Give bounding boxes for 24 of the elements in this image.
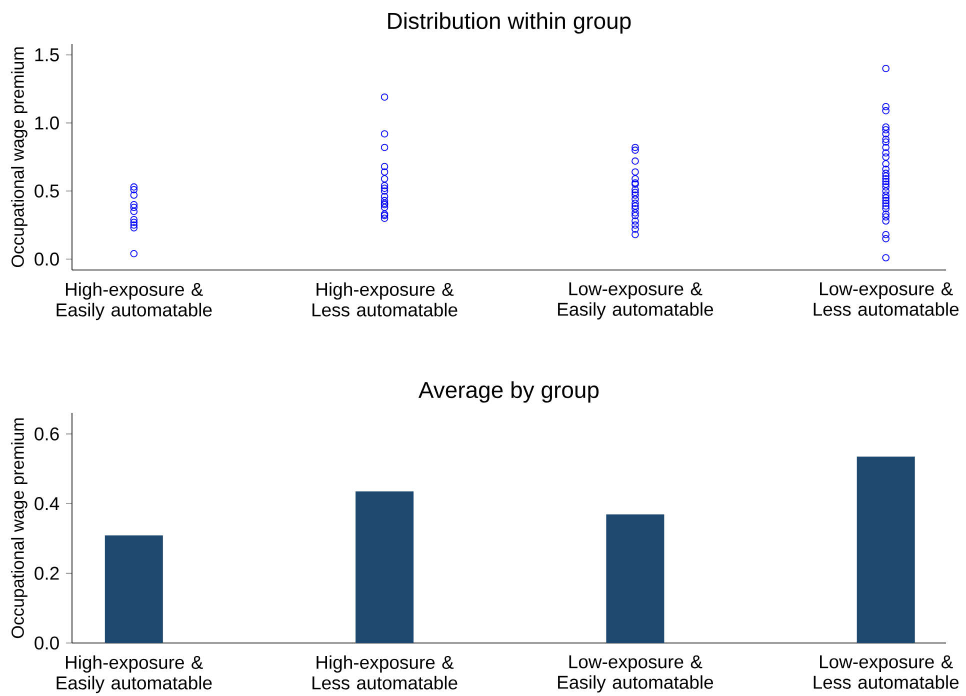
chart-title: Average by group bbox=[418, 381, 599, 403]
chart-title: Distribution within group bbox=[388, 12, 631, 34]
y-tick-label: 0.0 bbox=[34, 252, 59, 266]
y-tick-label: 1.0 bbox=[35, 116, 59, 130]
x-tick-label: Low-exposure & Less automatable bbox=[814, 655, 959, 689]
x-tick-label: High-exposure & Less automatable bbox=[312, 655, 458, 690]
y-tick-label: 0.6 bbox=[34, 427, 59, 440]
bar bbox=[856, 456, 915, 643]
x-tick-label: High-exposure & Easily automatable bbox=[56, 655, 212, 694]
y-tick-label: 0.2 bbox=[34, 566, 59, 580]
x-tick-label: Low-exposure & Less automatable bbox=[814, 282, 959, 316]
y-tick-label: 0.0 bbox=[34, 636, 59, 650]
y-tick-label: 0.5 bbox=[34, 184, 59, 198]
y-axis-title: Occupational wage premium bbox=[11, 47, 28, 268]
x-tick-label: Low-exposure & Easily automatable bbox=[558, 655, 714, 693]
bar bbox=[104, 535, 163, 643]
y-axis-title: Occupational wage premium bbox=[11, 418, 28, 638]
y-tick-label: 0.4 bbox=[34, 497, 60, 510]
x-tick-label: High-exposure & Less automatable bbox=[312, 282, 458, 316]
bar bbox=[606, 514, 664, 643]
x-tick-label: Low-exposure & Easily automatable bbox=[558, 282, 714, 320]
y-tick-label: 1.5 bbox=[35, 48, 59, 62]
x-tick-label: High-exposure & Easily automatable bbox=[56, 282, 212, 320]
bar bbox=[356, 491, 414, 643]
